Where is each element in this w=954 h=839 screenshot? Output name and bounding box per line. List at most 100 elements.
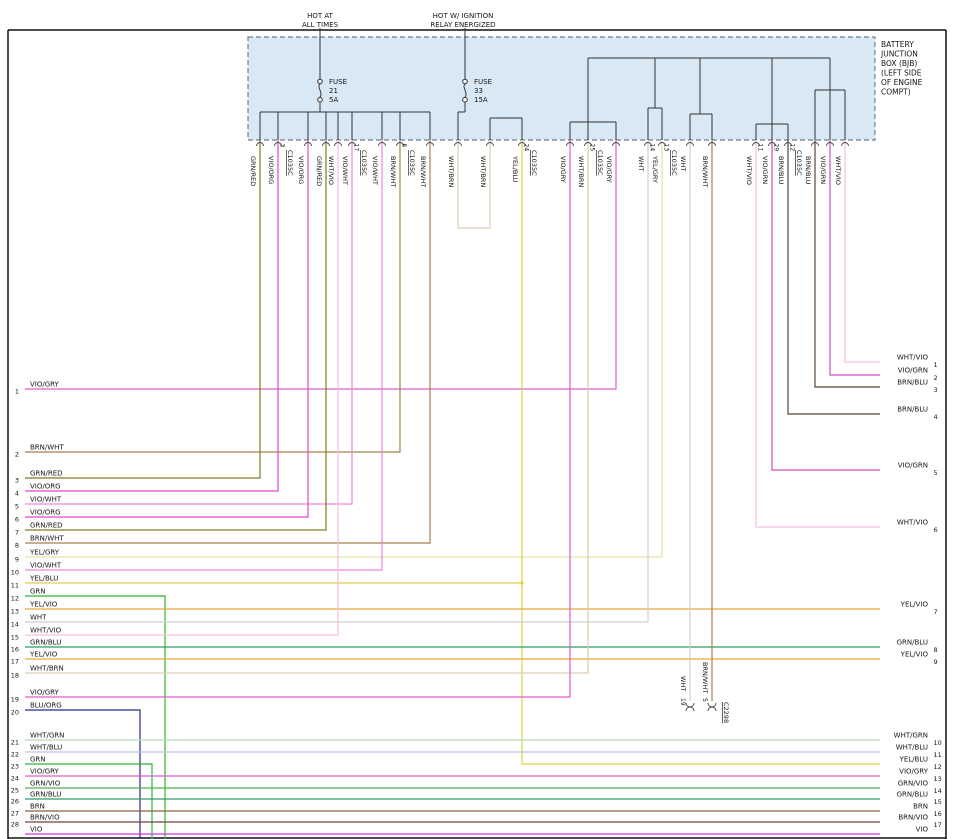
left-wire-number: 1 — [15, 388, 19, 396]
exit-wire-code: VIO/GRY — [605, 156, 613, 183]
bjb-title-line: COMPT) — [881, 88, 911, 97]
exit-wire-code: VIO/GRN — [819, 156, 827, 184]
fuse-labels: FUSE 21 5A FUSE 33 15A — [329, 78, 492, 104]
right-wire-code: WHT/GRN — [894, 732, 928, 740]
fuse-21-rating: 5A — [329, 96, 338, 104]
wire-grn — [25, 763, 153, 839]
exit-wire-code: GRN/RED — [315, 156, 323, 186]
fuse-terminal-icon — [317, 78, 323, 85]
wire-brn-wht — [25, 140, 401, 453]
wire-vio-wht — [25, 140, 353, 505]
left-wire-number: 6 — [15, 516, 19, 524]
exit-pin-number: 25 — [589, 144, 596, 152]
exit-connector-arc — [752, 142, 760, 147]
exit-wire-code: VIO/ORG — [297, 156, 305, 184]
right-wire-number: 16 — [934, 810, 942, 818]
exit-connector-arc — [658, 142, 666, 147]
left-wire-number: 14 — [11, 621, 19, 629]
right-wire-code: WHT/BLU — [896, 744, 928, 752]
exit-wire-code: VIO/GRY — [559, 156, 567, 183]
exit-connector-arc — [708, 142, 716, 147]
hot-at-all-times-label: HOT AT — [307, 12, 334, 20]
exit-wire-code: VIO/ORG — [267, 156, 275, 184]
exit-connector-arc — [378, 142, 386, 147]
wire-wht-vio — [755, 140, 880, 528]
right-wire-code: GRN/BLU — [897, 639, 928, 647]
fuse-21-name: FUSE — [329, 78, 347, 86]
exit-wire-code: GRN/RED — [249, 156, 257, 186]
right-wire-code: YEL/VIO — [900, 601, 929, 609]
connector-marks — [256, 142, 849, 712]
left-wire-code: YEL/BLU — [29, 575, 58, 583]
wire-vio-wht — [25, 140, 383, 571]
right-wire-number: 3 — [934, 386, 938, 394]
fuse-terminal-icon — [462, 78, 468, 85]
wire-vio-org — [25, 140, 279, 492]
exit-connector-arc — [518, 142, 526, 147]
left-wire-code: WHT/BRN — [30, 665, 64, 673]
wire-vio-grn — [771, 140, 880, 471]
fuse-33-name: FUSE — [474, 78, 492, 86]
bjb-connector-name: C1035C — [795, 150, 803, 176]
left-wire-code: VIO/WHT — [30, 496, 62, 504]
exit-pin-number: 12 — [789, 144, 796, 152]
wires — [25, 140, 880, 839]
right-wire-number: 1 — [934, 361, 938, 369]
right-wire-number: 4 — [934, 413, 938, 421]
exit-connector-arc — [426, 142, 434, 147]
left-wire-number: 2 — [15, 451, 19, 459]
fuse-33-symbol — [462, 78, 468, 103]
left-wire-number: 26 — [11, 798, 19, 806]
right-wire-code: GRN/BLU — [897, 791, 928, 799]
left-wire-code: GRN/BLU — [30, 791, 61, 799]
exit-pin-number: 29 — [773, 144, 780, 152]
battery-junction-box — [247, 36, 876, 141]
bjb-title-line: (LEFT SIDE — [881, 69, 922, 78]
right-wire-number: 10 — [934, 739, 942, 747]
left-wire-number: 7 — [15, 529, 19, 537]
inline-pin-number: 5 — [701, 698, 708, 702]
right-wire-code: VIO/GRY — [899, 768, 929, 776]
bjb-title: BATTERY JUNCTION BOX (BJB) (LEFT SIDE OF… — [880, 40, 923, 97]
left-wire-code: VIO/ORG — [30, 483, 61, 491]
left-wire-number: 28 — [11, 821, 19, 829]
left-wire-code: GRN/RED — [30, 470, 63, 478]
exit-connector-arc — [644, 142, 652, 147]
fuse-element-icon — [463, 83, 467, 98]
exit-wire-code: BRN/WHT — [389, 156, 397, 187]
left-wire-code: VIO/WHT — [30, 562, 62, 570]
right-wire-code: BRN/BLU — [897, 379, 928, 387]
fuse-symbols — [317, 78, 468, 103]
fuse-33-number: 33 — [474, 87, 483, 95]
left-wire-code: YEL/VIO — [29, 651, 58, 659]
wire-grn — [25, 595, 166, 839]
inline-connector-arc — [685, 706, 695, 712]
wire-blu-org — [25, 709, 141, 839]
right-wire-number: 11 — [934, 751, 942, 759]
right-wire-code: WHT/VIO — [897, 354, 929, 362]
left-wire-code: VIO/GRY — [30, 768, 60, 776]
power-feed-labels: HOT AT ALL TIMES HOT W/ IGNITION RELAY E… — [302, 12, 496, 29]
exit-pin-number: 11 — [757, 144, 764, 152]
exit-wire-code: WHT/BRN — [447, 156, 455, 187]
exit-connector-arc — [396, 142, 404, 147]
exit-connector-arc — [686, 142, 694, 147]
left-wire-number: 13 — [11, 608, 19, 616]
exit-connector-arc — [256, 142, 264, 147]
exit-wire-code: BRN/BLU — [777, 156, 785, 185]
right-wire-number: 9 — [934, 658, 938, 666]
left-wire-code: BRN/WHT — [30, 444, 64, 452]
exit-connector-arc — [584, 142, 592, 147]
exit-wire-code: BRN/WHT — [419, 156, 427, 187]
wire-grn-red — [25, 140, 327, 531]
exit-connector-arc — [274, 142, 282, 147]
left-wire-code: BRN/VIO — [30, 814, 60, 822]
inline-wire-code: WHT — [679, 676, 687, 691]
exit-wire-code: YEL/BLU — [511, 155, 519, 183]
wire-vio-org — [25, 140, 309, 518]
exit-connector-arc — [566, 142, 574, 147]
exit-connector-arc — [486, 142, 494, 147]
right-wire-code: VIO/GRN — [898, 367, 928, 375]
right-wire-code: BRN/BLU — [897, 406, 928, 414]
